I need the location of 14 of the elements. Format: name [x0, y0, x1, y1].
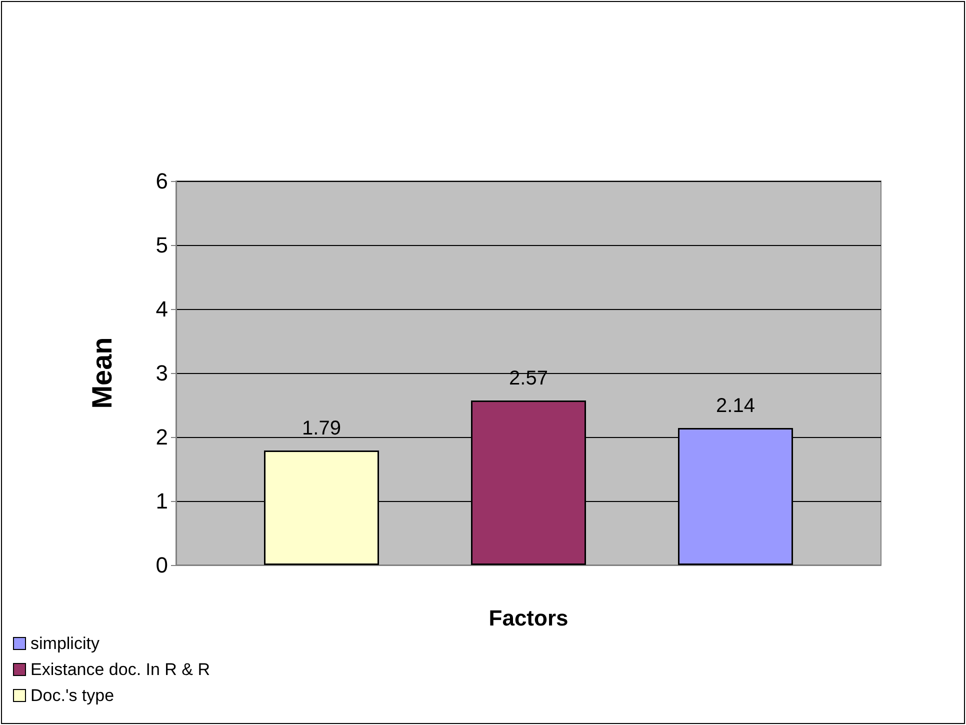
y-tick-label: 3 — [156, 360, 168, 386]
y-tick-label: 4 — [156, 296, 168, 322]
y-axis-title: Mean — [86, 337, 118, 409]
data-label: 2.14 — [716, 395, 755, 418]
y-tick-label: 5 — [156, 232, 168, 258]
y-tick-label: 0 — [156, 552, 168, 578]
x-axis-title: Factors — [488, 606, 568, 630]
y-tick-label: 2 — [156, 424, 168, 450]
data-label: 1.79 — [302, 417, 341, 440]
legend-label: Existance doc. In R & R — [30, 660, 210, 679]
legend-label: simplicity — [30, 634, 100, 653]
legend-label: Doc.'s type — [30, 686, 114, 705]
y-tick-label: 1 — [156, 488, 168, 514]
y-tick-label: 6 — [156, 168, 168, 194]
